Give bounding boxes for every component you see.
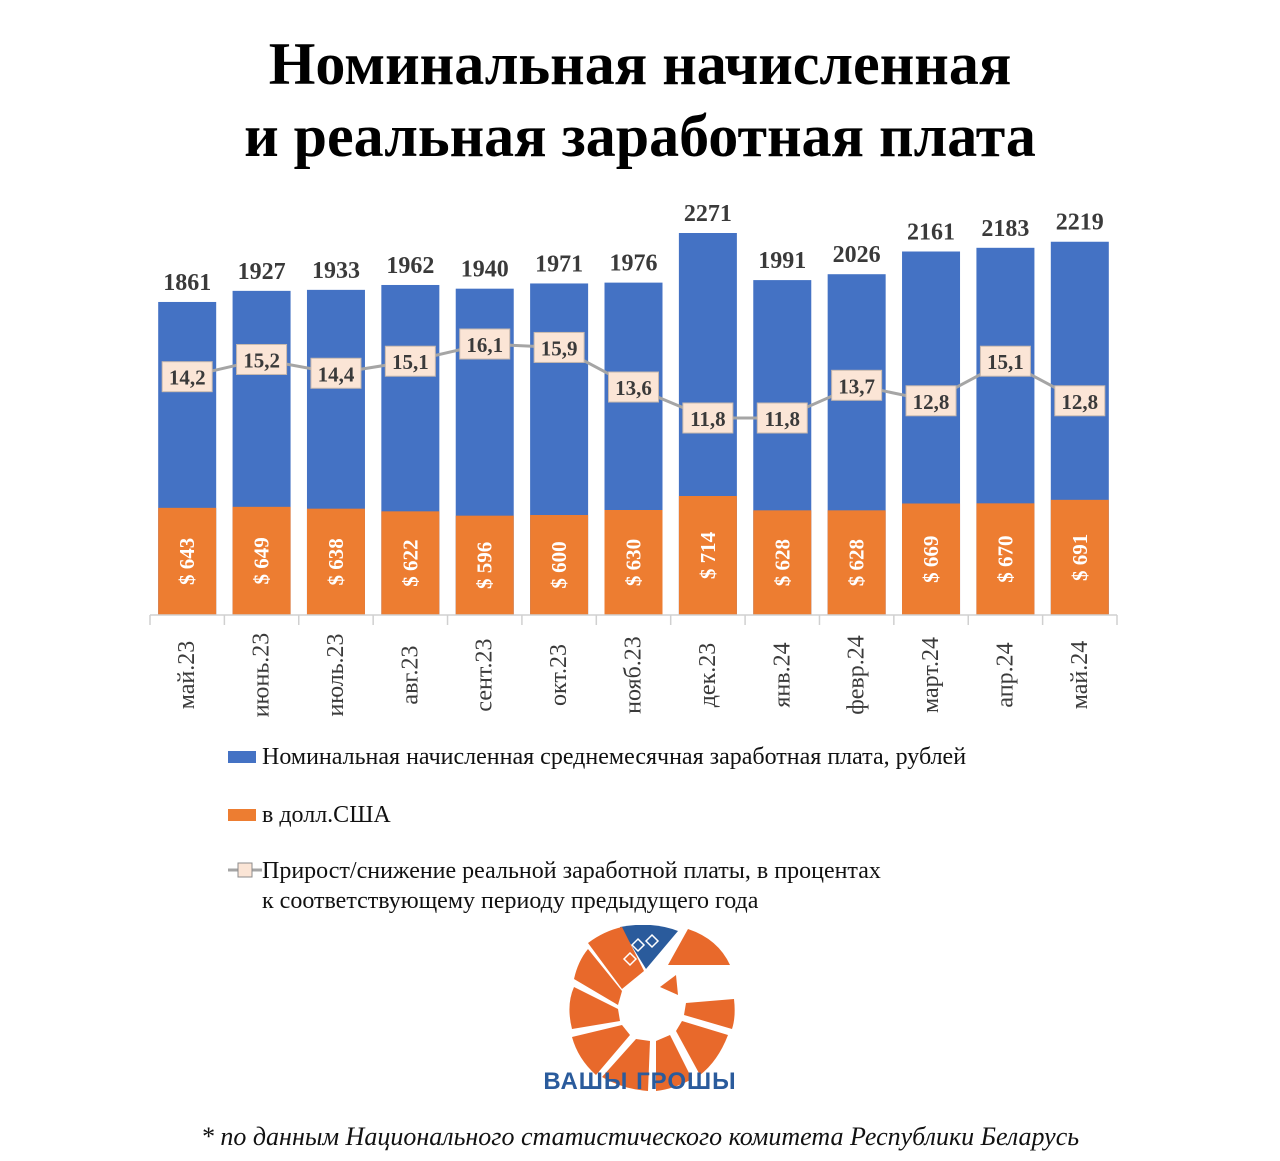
x-tick-label: окт.23: [546, 644, 572, 706]
x-tick-label: дек.23: [695, 643, 721, 708]
marker-real-wage: [905, 385, 957, 417]
marker-real-wage: [756, 402, 808, 434]
x-tick-label: май.23: [174, 641, 200, 710]
label-real-wage: 15,2: [243, 348, 280, 372]
label-real-wage: 15,9: [541, 336, 578, 360]
bar-usd: [753, 510, 812, 615]
x-tick-label: сент.23: [472, 638, 498, 711]
label-usd: $ 628: [845, 539, 869, 586]
label-usd: $ 643: [175, 538, 199, 585]
legend-label-real-2: к соответствующему периоду предыдущего г…: [262, 888, 759, 914]
label-usd: $ 630: [622, 539, 646, 586]
marker-real-wage: [384, 345, 436, 377]
combo-chart: 1861 1927 1933 1962 1940 1971 1976 2271 1991 2026…: [149, 201, 1118, 718]
marker-real-wage: [608, 371, 659, 403]
footnote: * по данным Национального статистическог…: [200, 1122, 1080, 1151]
label-nominal: 1940: [461, 257, 509, 283]
label-usd: $ 600: [547, 541, 571, 588]
chart-title-line-1: Номинальная начисленная: [268, 31, 1012, 97]
bar-usd: [381, 511, 440, 615]
label-nominal: 1971: [535, 251, 583, 277]
bar-usd: [678, 496, 737, 615]
label-real-wage: 12,8: [913, 390, 950, 414]
label-nominal: 2026: [833, 242, 881, 268]
x-tick-label: июль.23: [323, 633, 349, 716]
label-nominal: 2271: [684, 201, 732, 227]
label-nominal: 2219: [1056, 210, 1104, 236]
label-real-wage: 16,1: [466, 333, 503, 357]
vashy-groshy-logo: [569, 925, 735, 1091]
marker-real-wage: [831, 369, 883, 401]
x-tick-label: янв.24: [769, 642, 795, 707]
chart-title-line-2: и реальная заработная плата: [244, 103, 1036, 169]
bar-usd: [902, 503, 961, 615]
bar-usd: [976, 503, 1035, 615]
label-usd: $ 670: [993, 536, 1017, 583]
x-tick-label: июнь.23: [249, 633, 275, 718]
label-usd: $ 622: [398, 540, 422, 587]
legend-swatch-orange: [228, 809, 256, 821]
label-real-wage: 14,2: [169, 366, 206, 390]
x-tick-label: авг.23: [397, 645, 423, 704]
label-usd: $ 669: [919, 536, 943, 583]
legend-label-usd: в долл.США: [262, 802, 391, 828]
bar-usd: [306, 508, 365, 615]
x-tick-label: май.24: [1067, 641, 1093, 710]
label-real-wage: 14,4: [318, 362, 355, 386]
bar-usd: [455, 515, 514, 615]
label-nominal: 1933: [312, 258, 360, 284]
label-nominal: 2183: [981, 216, 1029, 242]
label-real-wage: 15,1: [392, 350, 429, 374]
x-tick-label: нояб.23: [621, 636, 647, 714]
label-usd: $ 628: [770, 539, 794, 586]
bar-usd: [530, 515, 589, 615]
x-tick-label: февр.24: [844, 635, 870, 715]
bar-usd: [604, 510, 663, 615]
label-real-wage: 13,7: [838, 374, 875, 398]
chart-title: Номинальная начисленная и реальная зараб…: [0, 28, 1280, 172]
marker-real-wage: [161, 361, 213, 393]
marker-real-wage: [310, 357, 362, 389]
marker-real-wage: [979, 345, 1031, 377]
label-nominal: 1927: [238, 259, 286, 285]
bar-usd: [232, 506, 291, 615]
legend-label-real-1: Прирост/снижение реальной заработной пла…: [262, 858, 881, 884]
label-real-wage: 12,8: [1061, 390, 1098, 414]
marker-real-wage: [533, 331, 585, 363]
bar-usd: [827, 510, 886, 615]
legend-swatch-line: [228, 862, 262, 878]
label-usd: $ 596: [473, 542, 497, 589]
label-nominal: 1976: [610, 251, 658, 277]
marker-real-wage: [459, 328, 511, 360]
label-real-wage: 11,8: [764, 407, 800, 431]
label-usd: $ 691: [1068, 534, 1092, 581]
label-nominal: 1991: [758, 248, 806, 274]
marker-real-wage: [682, 402, 734, 434]
label-usd: $ 714: [696, 531, 720, 579]
logo-text: ВАШЫ ГРОШЫ: [543, 1068, 737, 1095]
label-real-wage: 15,1: [987, 350, 1024, 374]
label-usd: $ 638: [324, 538, 348, 585]
legend-swatch-blue: [228, 751, 256, 763]
x-tick-label: апр.24: [992, 642, 1018, 707]
label-usd: $ 649: [250, 537, 274, 584]
legend-label-nominal: Номинальная начисленная среднемесячная з…: [262, 744, 967, 770]
label-real-wage: 11,8: [690, 407, 726, 431]
marker-real-wage: [1054, 385, 1106, 417]
label-nominal: 1962: [386, 253, 434, 279]
x-tick-label: март.24: [918, 637, 944, 713]
label-nominal: 1861: [163, 270, 211, 296]
bar-usd: [1050, 499, 1109, 615]
bar-usd: [158, 507, 217, 615]
marker-real-wage: [236, 343, 288, 375]
label-real-wage: 13,6: [615, 376, 652, 400]
label-nominal: 2161: [907, 220, 955, 246]
